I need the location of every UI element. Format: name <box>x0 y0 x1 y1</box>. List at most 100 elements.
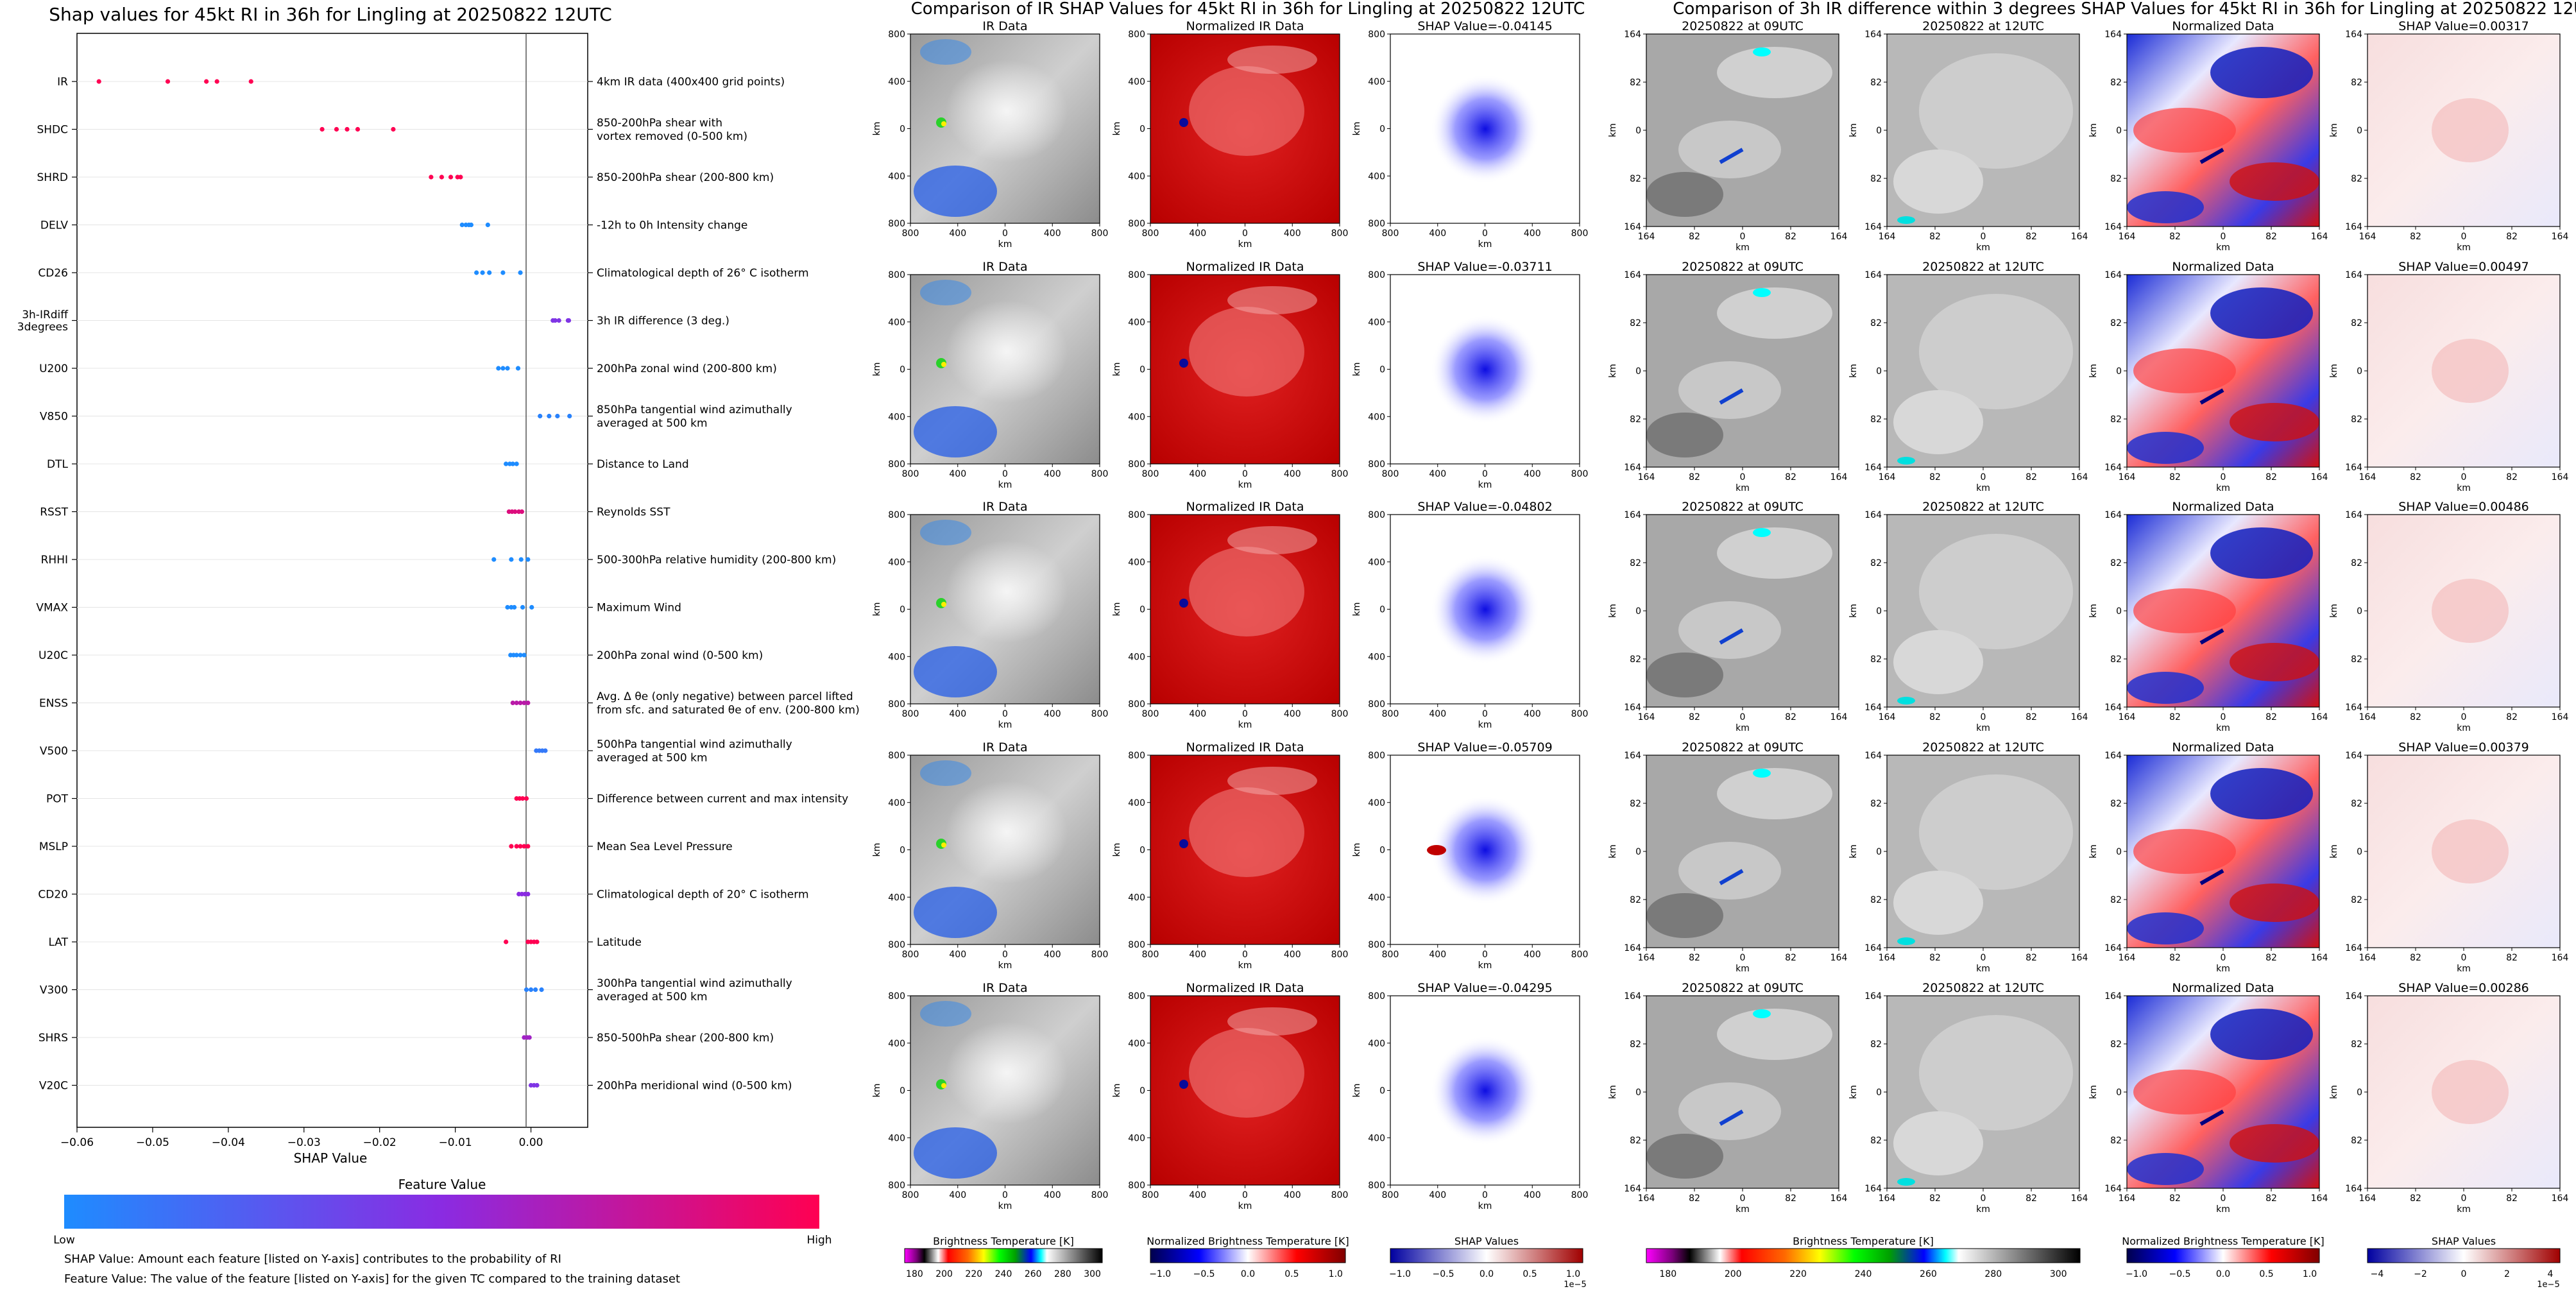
y-tick-label: 164 <box>2345 1184 2362 1194</box>
positive-region <box>2230 643 2319 681</box>
feature-description: 200hPa zonal wind (0-500 km) <box>597 649 763 662</box>
y-tick-label: 400 <box>888 892 905 903</box>
y-tick-label: 82 <box>2110 799 2122 809</box>
y-tick-label: 82 <box>2110 78 2122 88</box>
x-tick-label: 800 <box>902 228 919 239</box>
panel-title: Normalized Data <box>2172 19 2274 33</box>
y-tick-label: 800 <box>1368 510 1385 520</box>
feature-description: 500-300hPa relative humidity (200-800 km… <box>597 554 836 567</box>
y-tick-label: 164 <box>1864 703 1882 713</box>
x-tick-label: 164 <box>1879 232 1896 242</box>
x-tick-label: 0 <box>1981 1193 1986 1204</box>
shap-blob <box>1431 555 1540 664</box>
y-tick-label: 800 <box>888 991 905 1002</box>
x-tick-label: 82 <box>1785 953 1796 963</box>
panel-title: SHAP Value=-0.05709 <box>1417 740 1552 755</box>
diff-panel-grid: 20250822 at 09UTC 164 164 82 82 0 0 82 82 164 164 k… <box>1608 19 2568 1215</box>
panel-title: SHAP Value=0.00286 <box>2398 981 2529 995</box>
y-tick-label: 164 <box>1624 30 1641 40</box>
y-tick-label: 800 <box>1368 30 1385 40</box>
feature-label: CD20 <box>38 889 68 901</box>
x-tick-label: 800 <box>1142 228 1159 239</box>
colorbar-label: Brightness Temperature [K] <box>933 1235 1074 1247</box>
ir-panel: Normalized IR Data8008004004000040040080… <box>1112 740 1348 971</box>
y-tick-label: 82 <box>1870 174 1882 184</box>
shap-highlight <box>2432 1060 2509 1124</box>
feature-description: vortex removed (0-500 km) <box>597 130 747 143</box>
x-tick-label: 82 <box>2410 712 2421 722</box>
feature-description: Mean Sea Level Pressure <box>597 841 733 853</box>
ir-panel: Normalized IR Data8008004004000040040080… <box>1112 500 1348 730</box>
x-tick-label: 0 <box>1482 228 1488 239</box>
shap-point <box>566 318 572 323</box>
shap-point <box>504 461 509 466</box>
x-tick-label: 400 <box>949 709 966 719</box>
colorbar-tick: −0.5 <box>1193 1269 1215 1279</box>
colorbar-tick: 1.0 <box>1566 1269 1580 1279</box>
x-tick-label: 400 <box>1429 228 1446 239</box>
x-tick-label: 0 <box>2461 472 2467 482</box>
panel-title: 20250822 at 12UTC <box>1922 981 2044 995</box>
diff-panel: 20250822 at 09UTC1641648282008282164164k… <box>1608 981 1847 1215</box>
y-tick-label: 800 <box>1128 270 1145 280</box>
shap-highlight <box>2432 819 2509 884</box>
y-tick-label: 82 <box>1870 1136 1882 1146</box>
y-tick-label: 82 <box>1630 654 1641 665</box>
feature-description: averaged at 500 km <box>597 991 708 1003</box>
negative-region <box>2127 1153 2204 1185</box>
colorbar-tick: 0.5 <box>1523 1269 1537 1279</box>
y-axis-label: km <box>2329 844 2339 858</box>
colorbar-tick: 300 <box>2050 1269 2067 1279</box>
panel-title: SHAP Value=0.00486 <box>2398 500 2529 514</box>
x-tick-label: 82 <box>2506 712 2518 722</box>
y-tick-label: 0 <box>2116 606 2122 617</box>
cold-streak <box>2199 388 2224 405</box>
x-tick-label: 164 <box>2359 953 2376 963</box>
x-tick-label: 0.00 <box>519 1136 543 1149</box>
x-tick-label: 800 <box>1382 469 1399 479</box>
cold-spot <box>1897 457 1915 465</box>
x-tick-label: 164 <box>2359 232 2376 242</box>
colorbar-label: Normalized Brightness Temperature [K] <box>1147 1235 1349 1247</box>
shap-point <box>514 653 519 658</box>
x-tick-label: 0 <box>2221 232 2226 242</box>
cloud-mass <box>1893 149 1983 214</box>
x-tick-label: 400 <box>1524 1190 1541 1200</box>
ir-panel: SHAP Value=-0.03711800800400400004004008… <box>1352 260 1588 490</box>
y-tick-label: 400 <box>888 412 905 422</box>
colorbar <box>1390 1248 1583 1263</box>
shap-point <box>522 844 527 849</box>
feature-description: 500hPa tangential wind azimuthally <box>597 738 792 751</box>
shap-point <box>487 270 492 275</box>
colorbar-tick: −0.5 <box>2169 1269 2191 1279</box>
cloud-mass <box>1893 1111 1983 1175</box>
x-tick-label: 400 <box>1044 228 1061 239</box>
y-tick-label: 164 <box>2345 30 2362 40</box>
x-axis-label: km <box>1976 483 1990 493</box>
y-tick-label: 164 <box>1864 222 1882 232</box>
x-tick-label: 82 <box>1785 712 1796 722</box>
y-axis-label: km <box>872 843 882 857</box>
y-tick-label: 82 <box>1630 1039 1641 1050</box>
x-tick-label: 0 <box>1740 232 1746 242</box>
ir-panel-grid: IR Data80080040040000400400800800kmkmNor… <box>872 19 1588 1211</box>
y-axis-label: km <box>2329 1085 2339 1099</box>
cloud-mass <box>1919 534 2073 649</box>
shap-point <box>524 796 529 801</box>
positive-region <box>2230 1124 2319 1163</box>
panel-title: IR Data <box>982 740 1027 755</box>
x-tick-label: 0 <box>1002 469 1008 479</box>
x-tick-label: 82 <box>2506 1193 2518 1204</box>
summary-xlabel: SHAP Value <box>294 1150 368 1166</box>
colorbar-title: Feature Value <box>398 1177 486 1192</box>
feature-label: VMAX <box>36 602 68 615</box>
y-tick-label: 164 <box>2104 463 2122 473</box>
feature-label: MSLP <box>39 841 68 853</box>
y-tick-label: 400 <box>888 558 905 568</box>
diff-panel: 20250822 at 12UTC1641648282008282164164k… <box>1848 500 2088 733</box>
y-axis-label: km <box>2329 364 2339 378</box>
shap-point <box>355 126 361 132</box>
shap-point <box>547 413 552 419</box>
y-tick-label: 0 <box>1635 606 1641 617</box>
cloud-mass <box>1893 630 1983 694</box>
